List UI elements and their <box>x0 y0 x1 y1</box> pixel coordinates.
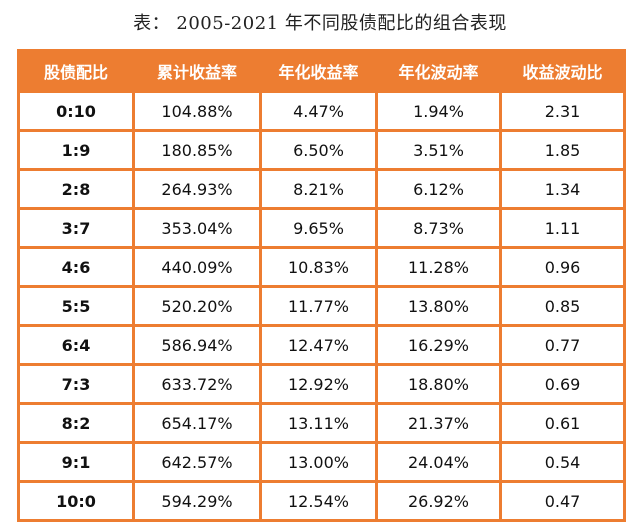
cumulative-return-cell: 520.20% <box>132 285 262 327</box>
cumulative-return-cell: 440.09% <box>132 246 262 288</box>
annual-return-cell: 4.47% <box>259 90 378 132</box>
col-header-return-volatility-ratio: 收益波动比 <box>499 49 626 93</box>
ratio-cell: 4:6 <box>17 246 135 288</box>
ratio-cell: 6:4 <box>17 324 135 366</box>
table-row: 3:7 353.04% 9.65% 8.73% 1.11 <box>17 207 626 249</box>
annual-volatility-cell: 26.92% <box>375 480 502 522</box>
return-volatility-ratio-cell: 0.47 <box>499 480 626 522</box>
annual-return-cell: 11.77% <box>259 285 378 327</box>
annual-return-cell: 6.50% <box>259 129 378 171</box>
cumulative-return-cell: 633.72% <box>132 363 262 405</box>
col-header-ratio: 股债配比 <box>17 49 135 93</box>
annual-return-cell: 13.11% <box>259 402 378 444</box>
cumulative-return-cell: 594.29% <box>132 480 262 522</box>
ratio-cell: 2:8 <box>17 168 135 210</box>
table-row: 0:10 104.88% 4.47% 1.94% 2.31 <box>17 90 626 132</box>
annual-return-cell: 8.21% <box>259 168 378 210</box>
annual-volatility-cell: 11.28% <box>375 246 502 288</box>
ratio-cell: 7:3 <box>17 363 135 405</box>
col-header-annual-volatility: 年化波动率 <box>375 49 502 93</box>
return-volatility-ratio-cell: 1.85 <box>499 129 626 171</box>
table-row: 8:2 654.17% 13.11% 21.37% 0.61 <box>17 402 626 444</box>
cumulative-return-cell: 642.57% <box>132 441 262 483</box>
annual-return-cell: 12.92% <box>259 363 378 405</box>
return-volatility-ratio-cell: 0.54 <box>499 441 626 483</box>
return-volatility-ratio-cell: 2.31 <box>499 90 626 132</box>
annual-volatility-cell: 1.94% <box>375 90 502 132</box>
table-row: 6:4 586.94% 12.47% 16.29% 0.77 <box>17 324 626 366</box>
return-volatility-ratio-cell: 0.77 <box>499 324 626 366</box>
return-volatility-ratio-cell: 0.69 <box>499 363 626 405</box>
cumulative-return-cell: 654.17% <box>132 402 262 444</box>
annual-return-cell: 9.65% <box>259 207 378 249</box>
return-volatility-ratio-cell: 0.61 <box>499 402 626 444</box>
return-volatility-ratio-cell: 1.34 <box>499 168 626 210</box>
header-row: 股债配比 累计收益率 年化收益率 年化波动率 收益波动比 <box>17 49 626 93</box>
table-row: 4:6 440.09% 10.83% 11.28% 0.96 <box>17 246 626 288</box>
table-body: 0:10 104.88% 4.47% 1.94% 2.31 1:9 180.85% 6.50%… <box>17 90 626 522</box>
table-row: 1:9 180.85% 6.50% 3.51% 1.85 <box>17 129 626 171</box>
annual-return-cell: 12.54% <box>259 480 378 522</box>
table-row: 7:3 633.72% 12.92% 18.80% 0.69 <box>17 363 626 405</box>
col-header-annual-return: 年化收益率 <box>259 49 378 93</box>
ratio-cell: 1:9 <box>17 129 135 171</box>
annual-volatility-cell: 24.04% <box>375 441 502 483</box>
cumulative-return-cell: 586.94% <box>132 324 262 366</box>
annual-volatility-cell: 13.80% <box>375 285 502 327</box>
ratio-cell: 5:5 <box>17 285 135 327</box>
ratio-cell: 3:7 <box>17 207 135 249</box>
annual-return-cell: 12.47% <box>259 324 378 366</box>
annual-volatility-cell: 6.12% <box>375 168 502 210</box>
table-title: 表： 2005-2021 年不同股债配比的组合表现 <box>133 13 507 34</box>
cumulative-return-cell: 180.85% <box>132 129 262 171</box>
annual-return-cell: 10.83% <box>259 246 378 288</box>
return-volatility-ratio-cell: 1.11 <box>499 207 626 249</box>
table-row: 9:1 642.57% 13.00% 24.04% 0.54 <box>17 441 626 483</box>
annual-volatility-cell: 18.80% <box>375 363 502 405</box>
cumulative-return-cell: 353.04% <box>132 207 262 249</box>
portfolio-table: 股债配比 累计收益率 年化收益率 年化波动率 收益波动比 0:10 104.88%… <box>17 49 626 522</box>
annual-volatility-cell: 21.37% <box>375 402 502 444</box>
col-header-cumulative-return: 累计收益率 <box>132 49 262 93</box>
cumulative-return-cell: 104.88% <box>132 90 262 132</box>
table-row: 2:8 264.93% 8.21% 6.12% 1.34 <box>17 168 626 210</box>
annual-volatility-cell: 8.73% <box>375 207 502 249</box>
annual-volatility-cell: 16.29% <box>375 324 502 366</box>
ratio-cell: 9:1 <box>17 441 135 483</box>
return-volatility-ratio-cell: 0.85 <box>499 285 626 327</box>
table-row: 5:5 520.20% 11.77% 13.80% 0.85 <box>17 285 626 327</box>
ratio-cell: 10:0 <box>17 480 135 522</box>
annual-return-cell: 13.00% <box>259 441 378 483</box>
cumulative-return-cell: 264.93% <box>132 168 262 210</box>
ratio-cell: 0:10 <box>17 90 135 132</box>
return-volatility-ratio-cell: 0.96 <box>499 246 626 288</box>
annual-volatility-cell: 3.51% <box>375 129 502 171</box>
table-row: 10:0 594.29% 12.54% 26.92% 0.47 <box>17 480 626 522</box>
ratio-cell: 8:2 <box>17 402 135 444</box>
